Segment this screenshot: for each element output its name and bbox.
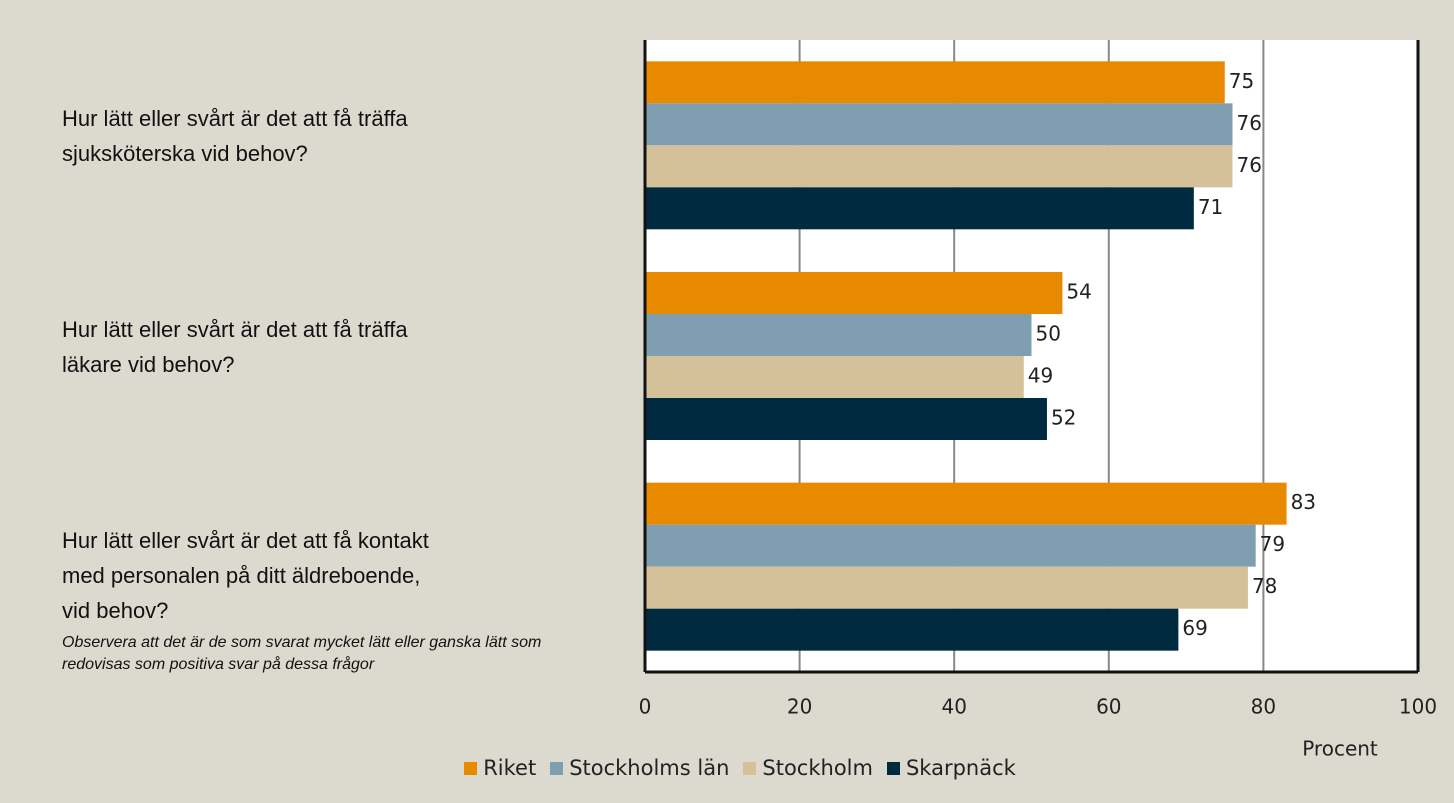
x-tick-label: 0	[639, 695, 652, 719]
data-label: 71	[1198, 195, 1223, 219]
legend-item: Stockholms län	[550, 756, 729, 780]
bar	[645, 608, 1179, 651]
data-label: 54	[1066, 280, 1091, 304]
x-tick-label: 40	[941, 695, 966, 719]
legend-label: Skarpnäck	[905, 756, 1016, 780]
bar	[645, 145, 1233, 188]
legend-swatch	[464, 761, 478, 775]
category-label: Hur lätt eller svårt är det att få träff…	[62, 317, 408, 377]
data-label: 78	[1252, 574, 1277, 598]
legend-item: Skarpnäck	[886, 756, 1016, 780]
bar	[645, 314, 1032, 356]
bar	[645, 398, 1047, 440]
data-label: 79	[1260, 532, 1285, 556]
bar	[645, 61, 1225, 104]
category-label: Hur lätt eller svårt är det att få konta…	[62, 527, 429, 623]
legend-label: Riket	[483, 756, 537, 780]
legend-item: Stockholm	[743, 756, 873, 780]
x-tick-label: 20	[787, 695, 812, 719]
bar	[645, 356, 1024, 398]
legend-item: Riket	[464, 756, 536, 780]
data-label: 76	[1236, 153, 1261, 177]
bar	[645, 566, 1248, 609]
legend-swatch	[550, 761, 564, 775]
data-label: 69	[1182, 616, 1207, 640]
bar	[645, 524, 1256, 567]
legend-swatch	[886, 761, 900, 775]
data-label: 49	[1028, 364, 1053, 388]
x-axis-label: Procent	[1302, 737, 1378, 761]
legend-label: Stockholm	[762, 756, 873, 780]
x-tick-label: 80	[1251, 695, 1276, 719]
data-label: 50	[1036, 322, 1061, 346]
data-label: 75	[1229, 69, 1254, 93]
data-label: 76	[1236, 111, 1261, 135]
annotation: Observera att det är de som svarat mycke…	[62, 634, 542, 673]
legend: Riket Stockholms län Stockholm Skarpnäck	[400, 756, 1080, 780]
legend-label: Stockholms län	[569, 756, 730, 780]
bar	[645, 187, 1194, 230]
x-tick-label: 100	[1399, 695, 1437, 719]
x-tick-label: 60	[1096, 695, 1121, 719]
data-label: 52	[1051, 406, 1076, 430]
bar	[645, 482, 1287, 525]
legend-swatch	[743, 761, 757, 775]
category-label: Hur lätt eller svårt är det att få träff…	[62, 106, 408, 167]
bar	[645, 272, 1063, 314]
data-label: 83	[1291, 490, 1316, 514]
bar	[645, 103, 1233, 146]
